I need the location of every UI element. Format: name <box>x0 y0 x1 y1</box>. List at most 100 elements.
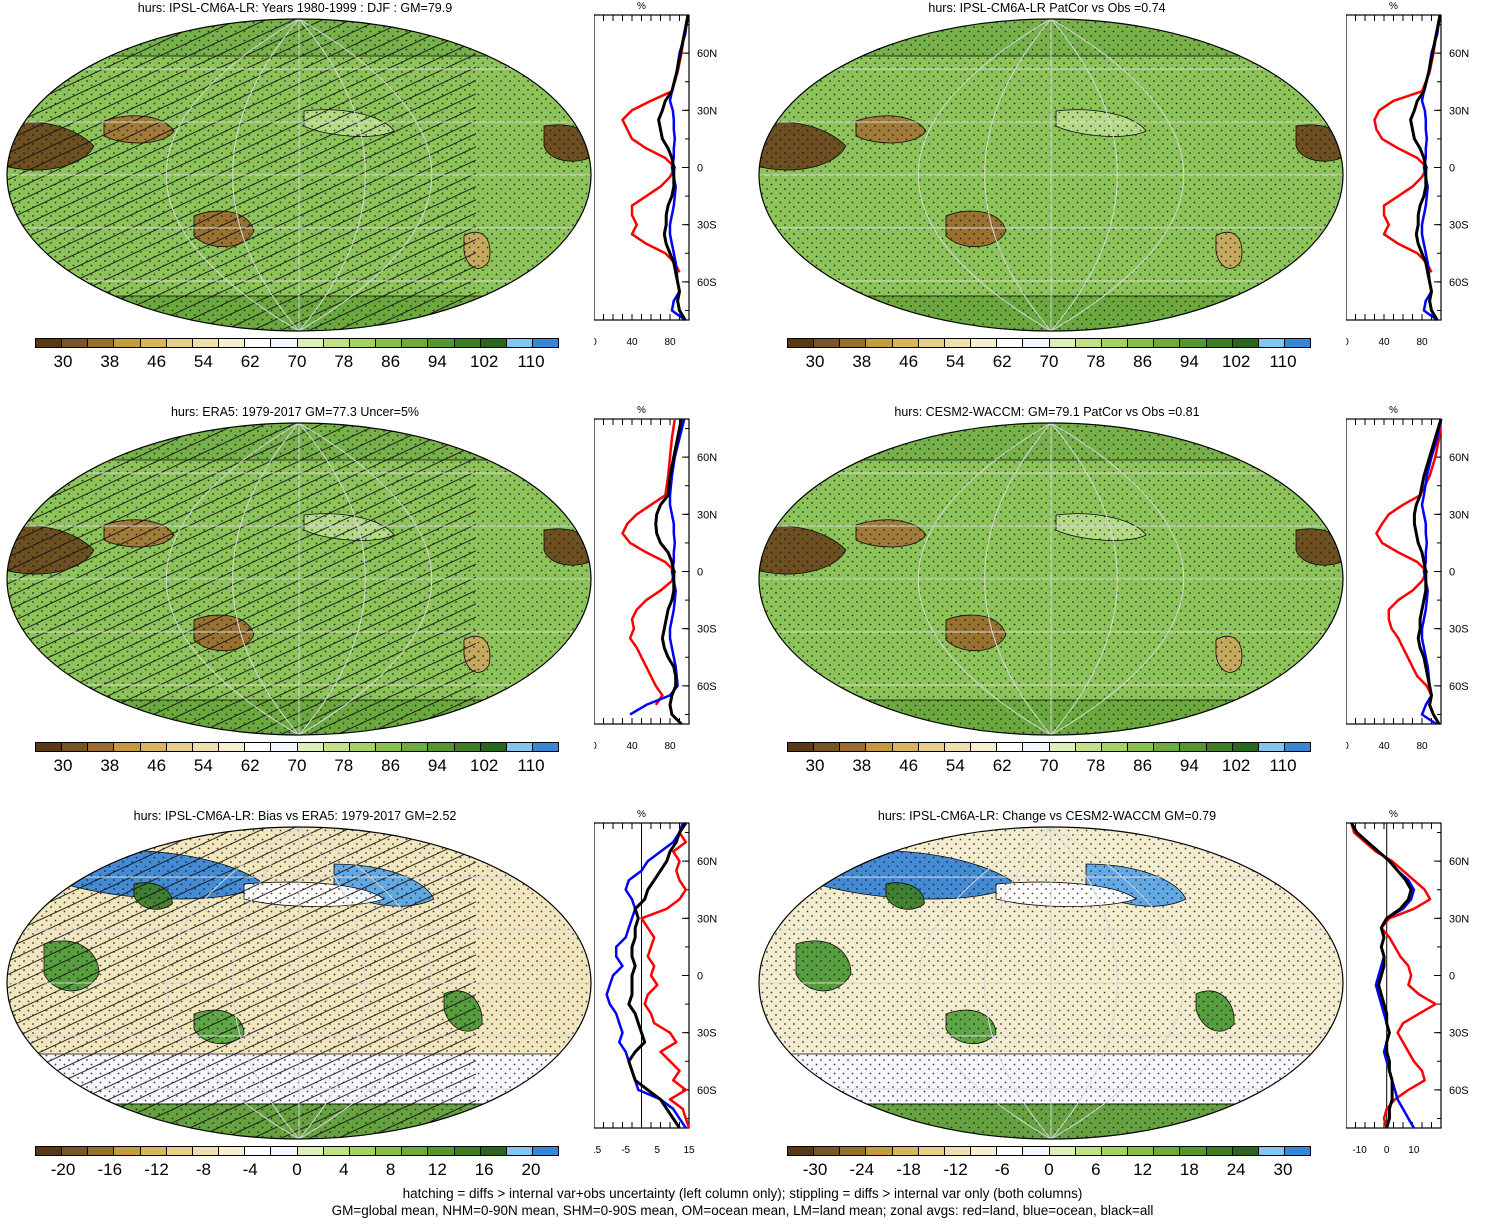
colorbar-cell <box>349 743 377 751</box>
colorbar-tick-label: 78 <box>334 756 354 775</box>
colorbar-cell <box>271 743 298 751</box>
colorbar-cell <box>814 1147 841 1155</box>
robinson-map <box>6 422 592 736</box>
colorbar-cell <box>532 339 559 347</box>
colorbar-tick-label: 86 <box>1133 352 1153 371</box>
zonal-x-tick-label: 80 <box>1416 741 1428 749</box>
colorbar-cell <box>349 1147 377 1155</box>
colorbar-cell <box>1075 1147 1102 1155</box>
zonal-lat-label: 60N <box>697 856 717 868</box>
colorbar-tick-label: 94 <box>1179 756 1199 775</box>
colorbar-cell <box>1232 339 1259 347</box>
colorbar-labels: 30 38 46 54 62 70 78 86 94 102 110 <box>787 352 1311 374</box>
colorbar-tick-label: 30 <box>805 352 825 371</box>
colorbar-cell <box>971 743 998 751</box>
colorbar-cell <box>402 743 429 751</box>
colorbar-cell <box>866 1147 893 1155</box>
map-panel-2: hurs: IPSL-CM6A-LR PatCor vs Obs =0.74 30… <box>752 0 1485 390</box>
colorbar-cell <box>166 1147 193 1155</box>
colorbar-cell <box>428 1147 455 1155</box>
colorbar-tick-label: -6 <box>994 1160 1010 1179</box>
colorbar-tick-label: -8 <box>195 1160 211 1179</box>
map-panel-1: hurs: IPSL-CM6A-LR: Years 1980-1999 : DJ… <box>0 0 740 390</box>
zonal-x-tick-label: 10 <box>1408 1145 1420 1153</box>
zonal-line-black <box>657 14 690 321</box>
colorbar-cell <box>840 339 867 347</box>
colorbar-cell <box>840 1147 867 1155</box>
colorbar-cell <box>1049 339 1076 347</box>
colorbar-cell <box>376 743 403 751</box>
colorbar-cell <box>323 339 350 347</box>
colorbar-cell <box>245 339 272 347</box>
zonal-lat-label: 0 <box>1449 567 1455 579</box>
colorbar-tick-label: 54 <box>193 352 213 371</box>
colorbar-labels: 30 38 46 54 62 70 78 86 94 102 110 <box>35 756 559 778</box>
colorbar <box>787 338 1311 348</box>
colorbar-cell <box>271 339 298 347</box>
colorbar-tick-label: 12 <box>1133 1160 1153 1179</box>
zonal-lat-label: 30S <box>697 624 717 636</box>
colorbar-tick-label: 110 <box>517 756 545 775</box>
zonal-x-tick-label: 40 <box>1378 741 1390 749</box>
colorbar-cell <box>1206 339 1233 347</box>
robinson-map <box>6 18 592 332</box>
zonal-x-tick-label: 0 <box>1346 337 1349 345</box>
zonal-x-tick-label: 80 <box>664 741 676 749</box>
colorbar-cell <box>788 743 815 751</box>
robinson-map <box>758 826 1344 1140</box>
colorbar-cell <box>971 339 998 347</box>
colorbar-cell <box>36 1147 63 1155</box>
colorbar-cell <box>454 1147 481 1155</box>
colorbar-tick-label: 38 <box>100 352 120 371</box>
zonal-mean-plot: % 0 40 80 60N 30N 0 30S 60S <box>1346 1 1469 345</box>
colorbar-cell <box>376 339 403 347</box>
colorbar-cell <box>1180 1147 1207 1155</box>
colorbar-cell <box>944 743 972 751</box>
colorbar-cell <box>140 339 167 347</box>
zonal-x-tick-label: 5 <box>655 1145 661 1153</box>
colorbar-cell <box>88 339 115 347</box>
zonal-lat-label: 0 <box>697 971 703 983</box>
colorbar-cell <box>892 339 919 347</box>
zonal-lat-label: 60S <box>697 1085 717 1097</box>
zonal-lat-label: 60N <box>697 452 717 464</box>
colorbar-cell <box>1128 1147 1155 1155</box>
colorbar-tick-label: 94 <box>1179 352 1199 371</box>
colorbar-cell <box>892 743 919 751</box>
colorbar-cell <box>245 743 272 751</box>
colorbar-tick-label: 110 <box>1269 352 1297 371</box>
colorbar-cell <box>88 1147 115 1155</box>
panel-title: hurs: CESM2-WACCM: GM=79.1 PatCor vs Obs… <box>894 405 1200 419</box>
colorbar-cell <box>245 1147 272 1155</box>
colorbar-cell <box>1284 339 1311 347</box>
colorbar-tick-label: 24 <box>1226 1160 1246 1179</box>
colorbar-cell <box>402 339 429 347</box>
panel-title: hurs: IPSL-CM6A-LR: Change vs CESM2-WACC… <box>877 809 1217 823</box>
zonal-x-tick-label: 15 <box>683 1145 695 1153</box>
colorbar-cell <box>997 1147 1024 1155</box>
zonal-mean-plot: % 0 40 80 60N 30N 0 30S 60S <box>594 405 717 749</box>
zonal-lat-label: 30S <box>1449 1028 1469 1040</box>
colorbar-cell <box>532 1147 559 1155</box>
zonal-lat-label: 60N <box>1449 856 1469 868</box>
zonal-mean-plot: % -15 -5 5 15 60N 30N 0 30S 60S <box>594 809 717 1153</box>
colorbar-tick-label: 16 <box>474 1160 494 1179</box>
colorbar-cell <box>480 1147 507 1155</box>
colorbar-cell <box>36 743 63 751</box>
colorbar-cell <box>814 339 841 347</box>
colorbar-cell <box>1023 1147 1050 1155</box>
colorbar-cell <box>971 1147 998 1155</box>
colorbar-cell <box>1049 1147 1076 1155</box>
zonal-lat-label: 60S <box>1449 277 1469 289</box>
colorbar-labels: 30 38 46 54 62 70 78 86 94 102 110 <box>35 352 559 374</box>
colorbar-tick-label: 6 <box>1091 1160 1101 1179</box>
colorbar-cell <box>1154 743 1181 751</box>
zonal-lat-label: 0 <box>1449 971 1455 983</box>
colorbar-cell <box>62 1147 89 1155</box>
colorbar-cell <box>36 339 63 347</box>
zonal-x-tick-label: 40 <box>626 741 638 749</box>
colorbar-cell <box>454 339 481 347</box>
colorbar-tick-label: 70 <box>287 756 307 775</box>
colorbar-cell <box>1049 743 1076 751</box>
colorbar-tick-label: 46 <box>147 352 167 371</box>
